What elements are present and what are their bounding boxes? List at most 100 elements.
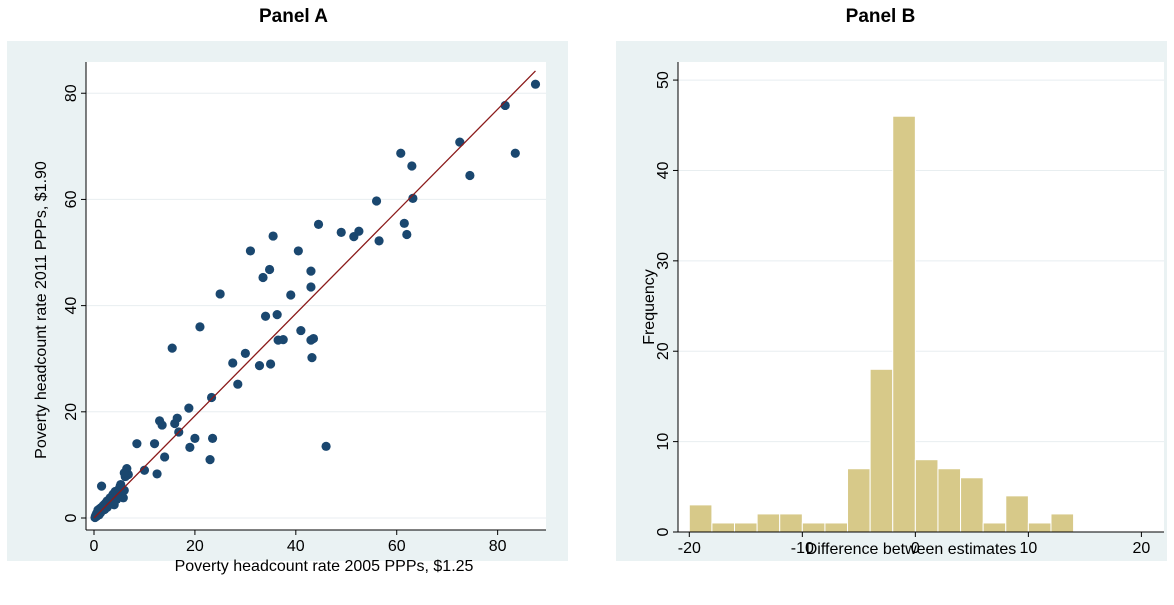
panel-b-x-tick-label: -20 [678, 540, 701, 557]
panel-a-data-point [408, 193, 418, 203]
panel-b-histogram-bar [779, 513, 803, 533]
panel-a-data-point [278, 335, 288, 345]
panel-a-data-point [306, 266, 316, 276]
panel-b-histogram-bar [711, 522, 736, 533]
panel-a-fit-line [93, 70, 536, 519]
panel-a-data-point [112, 492, 122, 502]
panel-a-data-point [152, 469, 162, 479]
panel-a-data-point [264, 264, 275, 275]
panel-b-histogram-bar [734, 522, 758, 533]
panel-a-data-point [185, 442, 195, 452]
panel-a-data-point [371, 196, 382, 206]
panel-a-data-point [195, 322, 205, 332]
panel-a-data-point [313, 219, 324, 229]
panel-b-title: Panel B [845, 6, 916, 27]
panel-b-histogram-bar [892, 115, 916, 533]
panel-a-data-point [354, 226, 364, 236]
panel-b-plot-region [678, 62, 1164, 532]
panel-b-y-tick-label: 30 [655, 252, 672, 270]
panel-a-data-point [206, 392, 217, 403]
panel-b-x-tick-label: 0 [911, 540, 920, 557]
panel-a-data-point [396, 148, 406, 158]
panel-a-data-point [254, 361, 265, 371]
panel-a-data-point [215, 289, 225, 299]
panel-b-histogram-bar [801, 522, 826, 533]
panel-b-x-tick-label: -10 [791, 540, 814, 557]
panel-b-x-tick-label: 10 [1019, 540, 1037, 557]
panel-b-histogram-bar [960, 477, 984, 533]
panel-a-data-point [184, 403, 194, 413]
panel-b-histogram-bar [1005, 495, 1029, 533]
panel-a-title: Panel A [259, 6, 328, 27]
panel-a-data-point [293, 246, 303, 256]
panel-b-x-tick-label: 20 [1132, 540, 1150, 557]
panel-a-x-tick-label: 40 [287, 538, 305, 555]
panel-a-data-point [245, 246, 256, 256]
panel-a-data-point [306, 282, 316, 292]
panel-a-data-point [190, 433, 200, 443]
panel-b-histogram-bar [756, 513, 781, 533]
panel-a-data-point [465, 170, 475, 181]
panel-b-histogram-bar [869, 368, 894, 533]
panel-a-data-point [286, 290, 296, 300]
panel-a-data-point [115, 481, 125, 491]
panel-b-histogram-bar [982, 522, 1007, 533]
panel-a-data-point [268, 231, 278, 241]
panel-a-data-point [205, 454, 215, 465]
panel-a-y-axis-label: Poverty headcount rate 2011 PPPs, $1.90 [33, 161, 50, 459]
panel-b-histogram-bar [1050, 513, 1075, 533]
panel-a-data-point [172, 413, 182, 423]
panel-a-y-tick-label: 60 [63, 190, 80, 208]
panel-a-data-point [308, 333, 319, 344]
panel-a-data-point [119, 468, 129, 478]
panel-a-data-point [399, 218, 409, 228]
panel-a-data-point [336, 227, 346, 237]
panel-a-y-tick-label: 20 [63, 403, 80, 421]
panel-b-y-tick-label: 0 [655, 527, 672, 536]
panel-a-x-tick-label: 20 [186, 538, 204, 555]
panel-a-data-point [258, 272, 268, 283]
panel-b-histogram-bar [1027, 522, 1052, 533]
panel-a-data-point [455, 137, 465, 147]
panel-a-data-point [160, 452, 170, 462]
panel-a-data-point [265, 359, 276, 369]
panel-a-data-point [407, 161, 417, 171]
panel-a-data-point [402, 229, 412, 240]
panel-a-data-point [374, 236, 384, 246]
panel-b-histogram-bar [824, 522, 849, 533]
panel-b-y-tick-label: 40 [655, 161, 672, 179]
panel-a-y-tick-label: 80 [63, 84, 80, 102]
panel-a-x-axis-label: Poverty headcount rate 2005 PPPs, $1.25 [175, 558, 474, 575]
panel-a-data-point [157, 420, 167, 430]
panel-a-plot-region [86, 62, 546, 530]
panel-a-y-tick-label: 40 [63, 297, 80, 315]
panel-a-data-point [260, 311, 271, 321]
panel-b-histogram-bar [688, 504, 713, 533]
panel-b-y-tick-label: 20 [655, 342, 672, 360]
panel-a-data-point [530, 79, 541, 89]
panel-a-data-point [510, 148, 520, 158]
panel-a-data-point [132, 439, 142, 449]
panel-a-x-tick-label: 60 [388, 538, 406, 555]
panel-a-y-tick-label: 0 [63, 513, 80, 522]
panel-a-data-point [240, 348, 250, 359]
panel-a-data-point [167, 343, 177, 353]
panel-a-x-tick-label: 80 [489, 538, 507, 555]
panel-b-histogram-bar [914, 459, 939, 533]
panel-a-data-point [228, 358, 238, 368]
panel-b-y-axis-label: Frequency [641, 269, 658, 345]
panel-a-data-point [233, 379, 243, 389]
panel-a-data-point [139, 465, 150, 475]
panel-b-y-tick-label: 10 [655, 433, 672, 451]
panel-b-y-tick-label: 50 [655, 71, 672, 89]
panel-b-x-axis-label: Difference between estimates [806, 541, 1016, 558]
panel-a-x-tick-label: 0 [90, 538, 99, 555]
panel-a-data-point [272, 310, 282, 320]
panel-a-data-point [207, 433, 218, 443]
panel-a-data-point [321, 441, 331, 451]
panel-b-histogram-bar [847, 468, 871, 533]
panel-a-data-point [96, 481, 107, 491]
panel-a-data-point [149, 439, 160, 449]
panel-b-histogram-bar [937, 468, 962, 533]
